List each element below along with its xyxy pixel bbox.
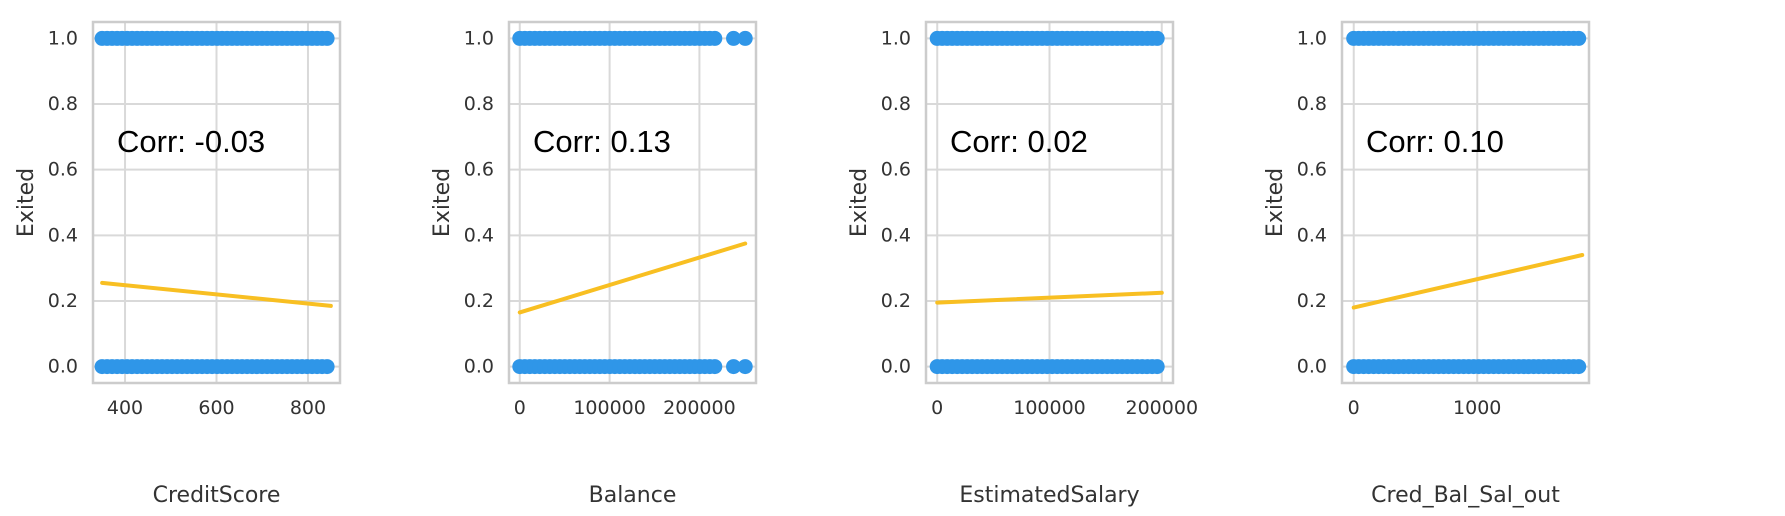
- y-tick-label: 0.6: [1297, 159, 1327, 181]
- subplot-2: 0.0 0.2 0.4 0.6 0.8 1.0 0 100000 200000 Balance Ex…: [430, 20, 758, 508]
- y-axis-title: Exited: [14, 168, 39, 237]
- fit-line: [517, 241, 748, 315]
- plot-frame: [1340, 20, 1591, 385]
- subplot-3: 0.0 0.2 0.4 0.6 0.8 1.0 0 100000 200000 Estimated…: [847, 20, 1199, 508]
- scatter-point: [707, 359, 723, 375]
- plot-frame: [924, 20, 1175, 385]
- y-tick-label: 0.0: [1297, 356, 1327, 378]
- scatter-point: [707, 30, 723, 46]
- scatter-point: [1571, 359, 1587, 375]
- y-axis-title: Exited: [847, 168, 872, 237]
- y-axis-title: Exited: [1263, 168, 1288, 237]
- y-tick-label: 0.6: [48, 159, 78, 181]
- fit-line: [935, 290, 1164, 305]
- y-tick-label: 0.6: [464, 159, 494, 181]
- x-tick-label: 100000: [1013, 397, 1086, 419]
- x-tick-label: 0: [931, 397, 943, 419]
- fit-line: [1351, 253, 1585, 310]
- scatter-point: [319, 30, 335, 46]
- plot-frame: [91, 20, 342, 385]
- y-tick-label: 0.2: [881, 290, 911, 312]
- correlation-annotation: Corr: -0.03: [117, 124, 265, 159]
- x-tick-label: 0: [1348, 397, 1360, 419]
- x-tick-label: 800: [290, 397, 326, 419]
- y-tick-label: 0.8: [881, 93, 911, 115]
- correlation-annotation: Corr: 0.13: [533, 124, 671, 159]
- scatter-point: [1149, 359, 1165, 375]
- fit-line: [100, 280, 333, 308]
- y-tick-label: 1.0: [1297, 27, 1327, 49]
- y-tick-label: 0.0: [881, 356, 911, 378]
- scatter-point: [1149, 30, 1165, 46]
- y-tick-label: 0.4: [1297, 224, 1327, 246]
- x-tick-label: 200000: [1126, 397, 1199, 419]
- y-tick-label: 0.8: [1297, 93, 1327, 115]
- scatter-point: [737, 359, 753, 375]
- x-axis-title: EstimatedSalary: [959, 483, 1139, 508]
- scatter-point: [319, 359, 335, 375]
- y-tick-label: 0.4: [48, 224, 78, 246]
- subplot-4: 0.0 0.2 0.4 0.6 0.8 1.0 0 1000 Cred_Bal_Sal_out E…: [1263, 20, 1591, 508]
- correlation-annotation: Corr: 0.10: [1366, 124, 1504, 159]
- scatter-point: [726, 359, 742, 375]
- y-tick-label: 1.0: [464, 27, 494, 49]
- y-axis-title: Exited: [430, 168, 455, 237]
- x-tick-label: 600: [198, 397, 234, 419]
- y-tick-label: 0.8: [48, 93, 78, 115]
- y-tick-label: 0.2: [464, 290, 494, 312]
- x-axis-title: Balance: [589, 483, 677, 508]
- scatter-point: [726, 30, 742, 46]
- y-tick-label: 0.0: [464, 356, 494, 378]
- y-tick-label: 1.0: [48, 27, 78, 49]
- y-tick-label: 0.6: [881, 159, 911, 181]
- x-tick-label: 100000: [573, 397, 646, 419]
- x-tick-label: 1000: [1453, 397, 1501, 419]
- scatter-point: [1571, 30, 1587, 46]
- y-tick-label: 0.2: [48, 290, 78, 312]
- y-tick-label: 0.4: [881, 224, 911, 246]
- correlation-annotation: Corr: 0.02: [950, 124, 1088, 159]
- x-axis-title: Cred_Bal_Sal_out: [1371, 483, 1560, 508]
- x-tick-label: 0: [514, 397, 526, 419]
- x-tick-label: 400: [107, 397, 143, 419]
- y-tick-label: 0.2: [1297, 290, 1327, 312]
- x-axis-title: CreditScore: [153, 483, 281, 508]
- plot-frame: [507, 20, 758, 385]
- x-tick-label: 200000: [663, 397, 736, 419]
- subplot-1: 0.0 0.2 0.4 0.6 0.8 1.0 400 600 800 CreditScore Ex…: [14, 20, 342, 508]
- y-tick-label: 0.0: [48, 356, 78, 378]
- scatter-point: [737, 30, 753, 46]
- y-tick-label: 0.8: [464, 93, 494, 115]
- y-tick-label: 1.0: [881, 27, 911, 49]
- y-tick-label: 0.4: [464, 224, 494, 246]
